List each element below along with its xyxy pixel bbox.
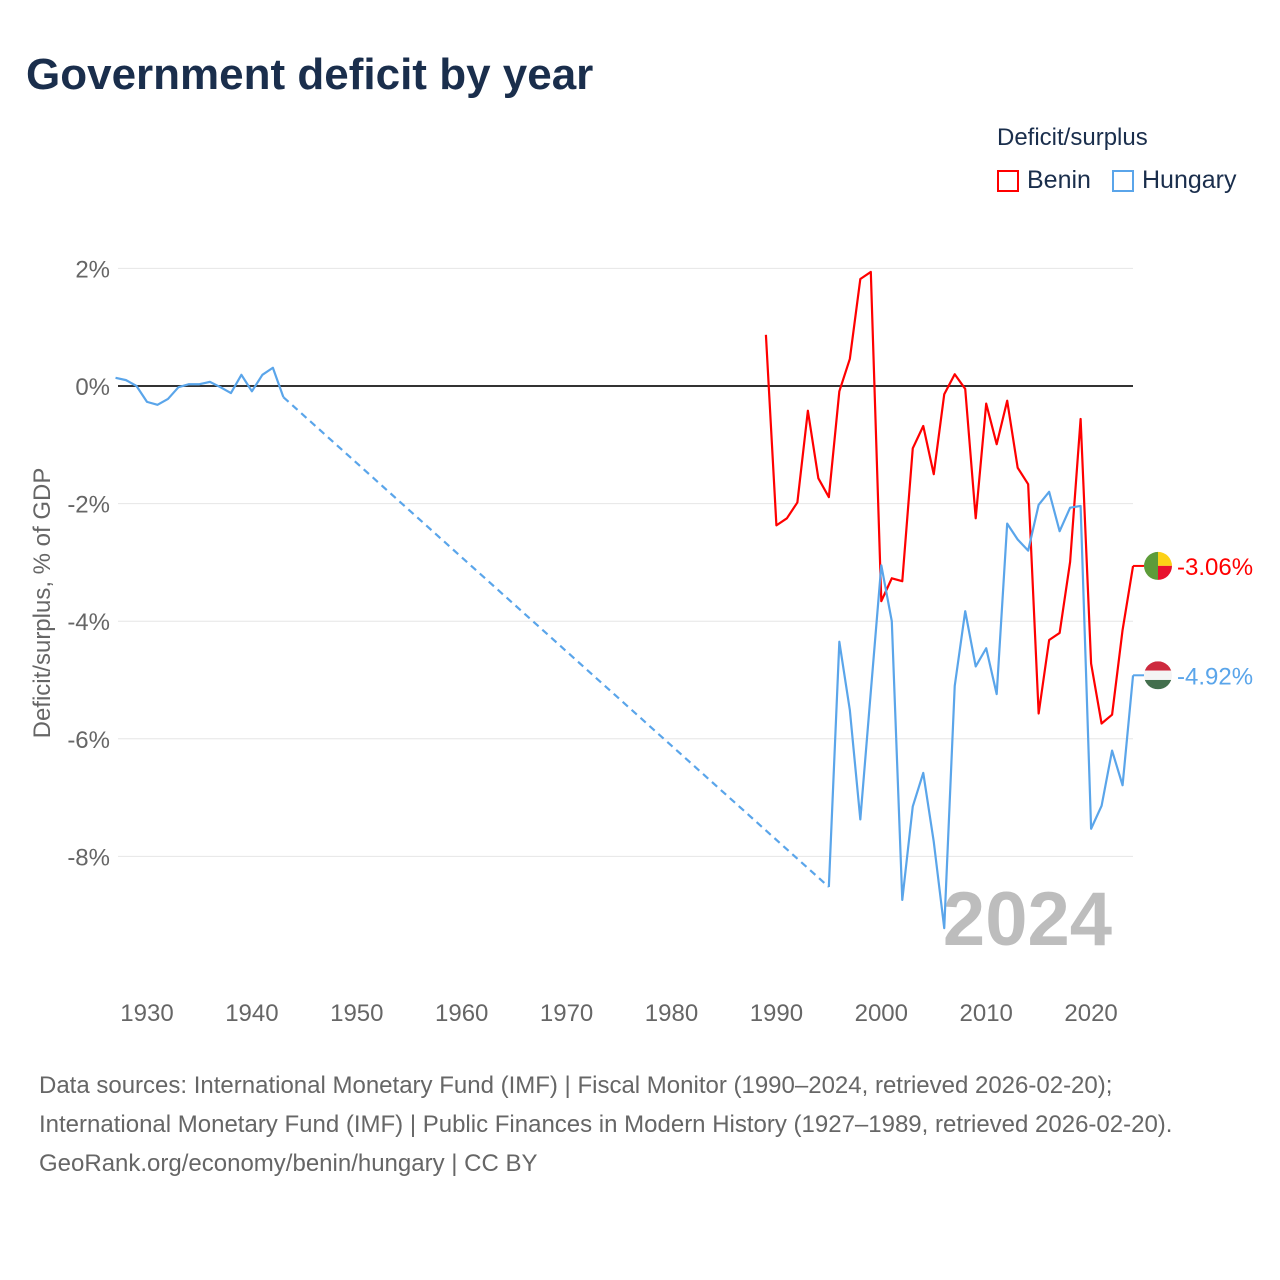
y-tick-label: 2% [75, 256, 110, 283]
end-value-label-benin: -3.06% [1177, 554, 1253, 581]
x-tick-label: 2000 [855, 1000, 908, 1027]
legend-swatch-hungary [1112, 169, 1134, 192]
x-tick-label: 1930 [120, 1000, 173, 1027]
legend-swatch-benin [997, 169, 1019, 192]
x-tick-label: 1980 [645, 1000, 698, 1027]
x-tick-label: 1970 [540, 1000, 593, 1027]
benin-flag-icon [1158, 551, 1172, 566]
y-tick-label: -6% [67, 727, 110, 754]
y-axis-label: Deficit/surplus, % of GDP [29, 468, 56, 739]
hungary-flag-icon [1144, 670, 1172, 681]
y-tick-label: -8% [67, 844, 110, 871]
benin-flag-icon [1158, 565, 1172, 580]
year-overlay: 2024 [943, 877, 1112, 962]
benin-flag-icon [1144, 551, 1158, 580]
legend-item-hungary[interactable]: Hungary [1112, 166, 1237, 195]
series-gap-line-hungary [282, 396, 830, 888]
hungary-flag-icon [1144, 661, 1172, 671]
y-tick-label: 0% [75, 374, 110, 401]
legend-item-benin[interactable]: Benin [997, 166, 1091, 195]
legend-title: Deficit/surplus [997, 124, 1148, 151]
y-tick-label: -2% [67, 492, 110, 519]
y-tick-label: -4% [67, 609, 110, 636]
series-line-hungary [115, 366, 285, 406]
x-tick-label: 1960 [435, 1000, 488, 1027]
x-tick-label: 1950 [330, 1000, 383, 1027]
footer: Data sources: International Monetary Fun… [39, 1066, 1239, 1183]
plot-area: 2% 0% -2% -4% -6% -8% 1930 1940 1950 1960 1970 1980… [29, 256, 1253, 1027]
x-tick-label: 2020 [1064, 1000, 1117, 1027]
x-tick-label: 1940 [225, 1000, 278, 1027]
credit-link[interactable]: GeoRank.org/economy/benin/hungary | CC B… [39, 1150, 538, 1177]
end-value-label-hungary: -4.92% [1177, 663, 1253, 690]
hungary-flag-icon [1144, 679, 1172, 690]
chart-title: Government deficit by year [26, 50, 594, 99]
legend-label-benin: Benin [1027, 166, 1091, 194]
x-tick-label: 2010 [960, 1000, 1013, 1027]
series-line-benin [764, 270, 1135, 725]
series-line-hungary [827, 490, 1135, 930]
x-tick-label: 1990 [750, 1000, 803, 1027]
data-sources: Data sources: International Monetary Fun… [39, 1072, 1173, 1138]
legend-label-hungary: Hungary [1142, 166, 1237, 194]
